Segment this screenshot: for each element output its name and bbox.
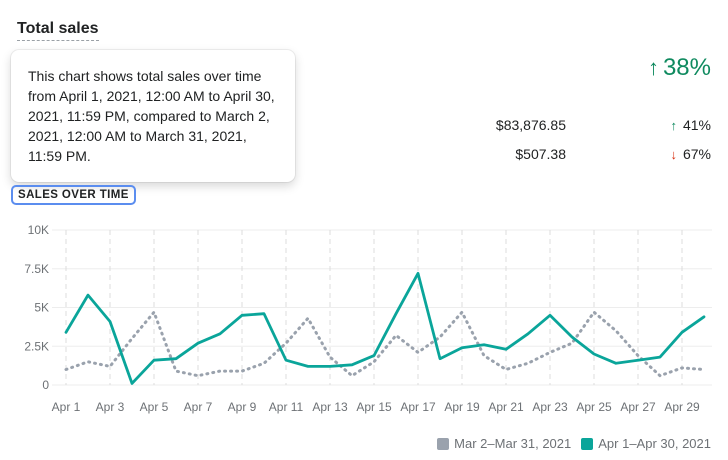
x-tick-label: Apr 1 [52, 400, 81, 414]
y-tick-label: 5K [34, 301, 49, 315]
x-tick-label: Apr 7 [184, 400, 213, 414]
legend-label: Apr 1–Apr 30, 2021 [598, 436, 711, 451]
sales-over-time-label[interactable]: SALES OVER TIME [11, 185, 136, 205]
total-change-percent: 38% [662, 54, 711, 81]
x-tick-label: Apr 17 [400, 400, 436, 414]
arrow-down-icon: ↓ [670, 146, 677, 162]
series-line-previous [64, 310, 706, 378]
y-tick-label: 2.5K [24, 339, 49, 353]
x-tick-label: Apr 3 [96, 400, 125, 414]
x-tick-label: Apr 19 [444, 400, 480, 414]
metric-row: $507.38 ↓ 67% [300, 146, 711, 166]
x-tick-label: Apr 25 [576, 400, 612, 414]
legend-item-previous[interactable]: Mar 2–Mar 31, 2021 [437, 436, 571, 451]
x-tick-label: Apr 5 [140, 400, 169, 414]
arrow-up-icon: ↑ [647, 55, 659, 80]
legend-item-current[interactable]: Apr 1–Apr 30, 2021 [581, 436, 711, 451]
y-tick-label: 10K [28, 223, 49, 237]
x-tick-label: Apr 15 [356, 400, 392, 414]
x-tick-label: Apr 27 [620, 400, 656, 414]
metric-value: $507.38 [515, 146, 566, 162]
sales-line-chart: 0 2.5K 5K 7.5K 10K Apr 1 Apr 3 Apr 5 Apr 7 Apr 9 A… [24, 223, 712, 414]
legend-swatch [437, 437, 450, 450]
arrow-up-icon: ↑ [670, 117, 677, 133]
x-tick-label: Apr 29 [664, 400, 700, 414]
x-tick-label: Apr 13 [312, 400, 348, 414]
metric-change-percent: 41% [682, 117, 711, 133]
y-tick-label: 7.5K [24, 262, 49, 276]
metric-row: $83,876.85 ↑ 41% [300, 117, 711, 137]
metric-change: ↓ 67% [670, 146, 711, 162]
legend-swatch [581, 437, 594, 450]
tooltip-text: This chart shows total sales over time f… [28, 68, 275, 164]
x-tick-label: Apr 11 [269, 400, 304, 414]
metric-change: ↑ 41% [670, 117, 711, 133]
series-line-current [64, 272, 706, 385]
chart-description-tooltip: This chart shows total sales over time f… [11, 50, 295, 182]
x-tick-label: Apr 21 [488, 400, 524, 414]
chart-legend: Mar 2–Mar 31, 2021 Apr 1–Apr 30, 2021 [437, 436, 711, 451]
metric-change-percent: 67% [682, 146, 711, 162]
x-tick-label: Apr 23 [532, 400, 568, 414]
metric-value: $83,876.85 [495, 117, 566, 133]
legend-label: Mar 2–Mar 31, 2021 [454, 436, 572, 451]
x-tick-label: Apr 9 [228, 400, 257, 414]
y-tick-label: 0 [42, 378, 49, 392]
report-title[interactable]: Total sales [17, 20, 99, 41]
total-change: ↑ 38% [648, 54, 711, 82]
